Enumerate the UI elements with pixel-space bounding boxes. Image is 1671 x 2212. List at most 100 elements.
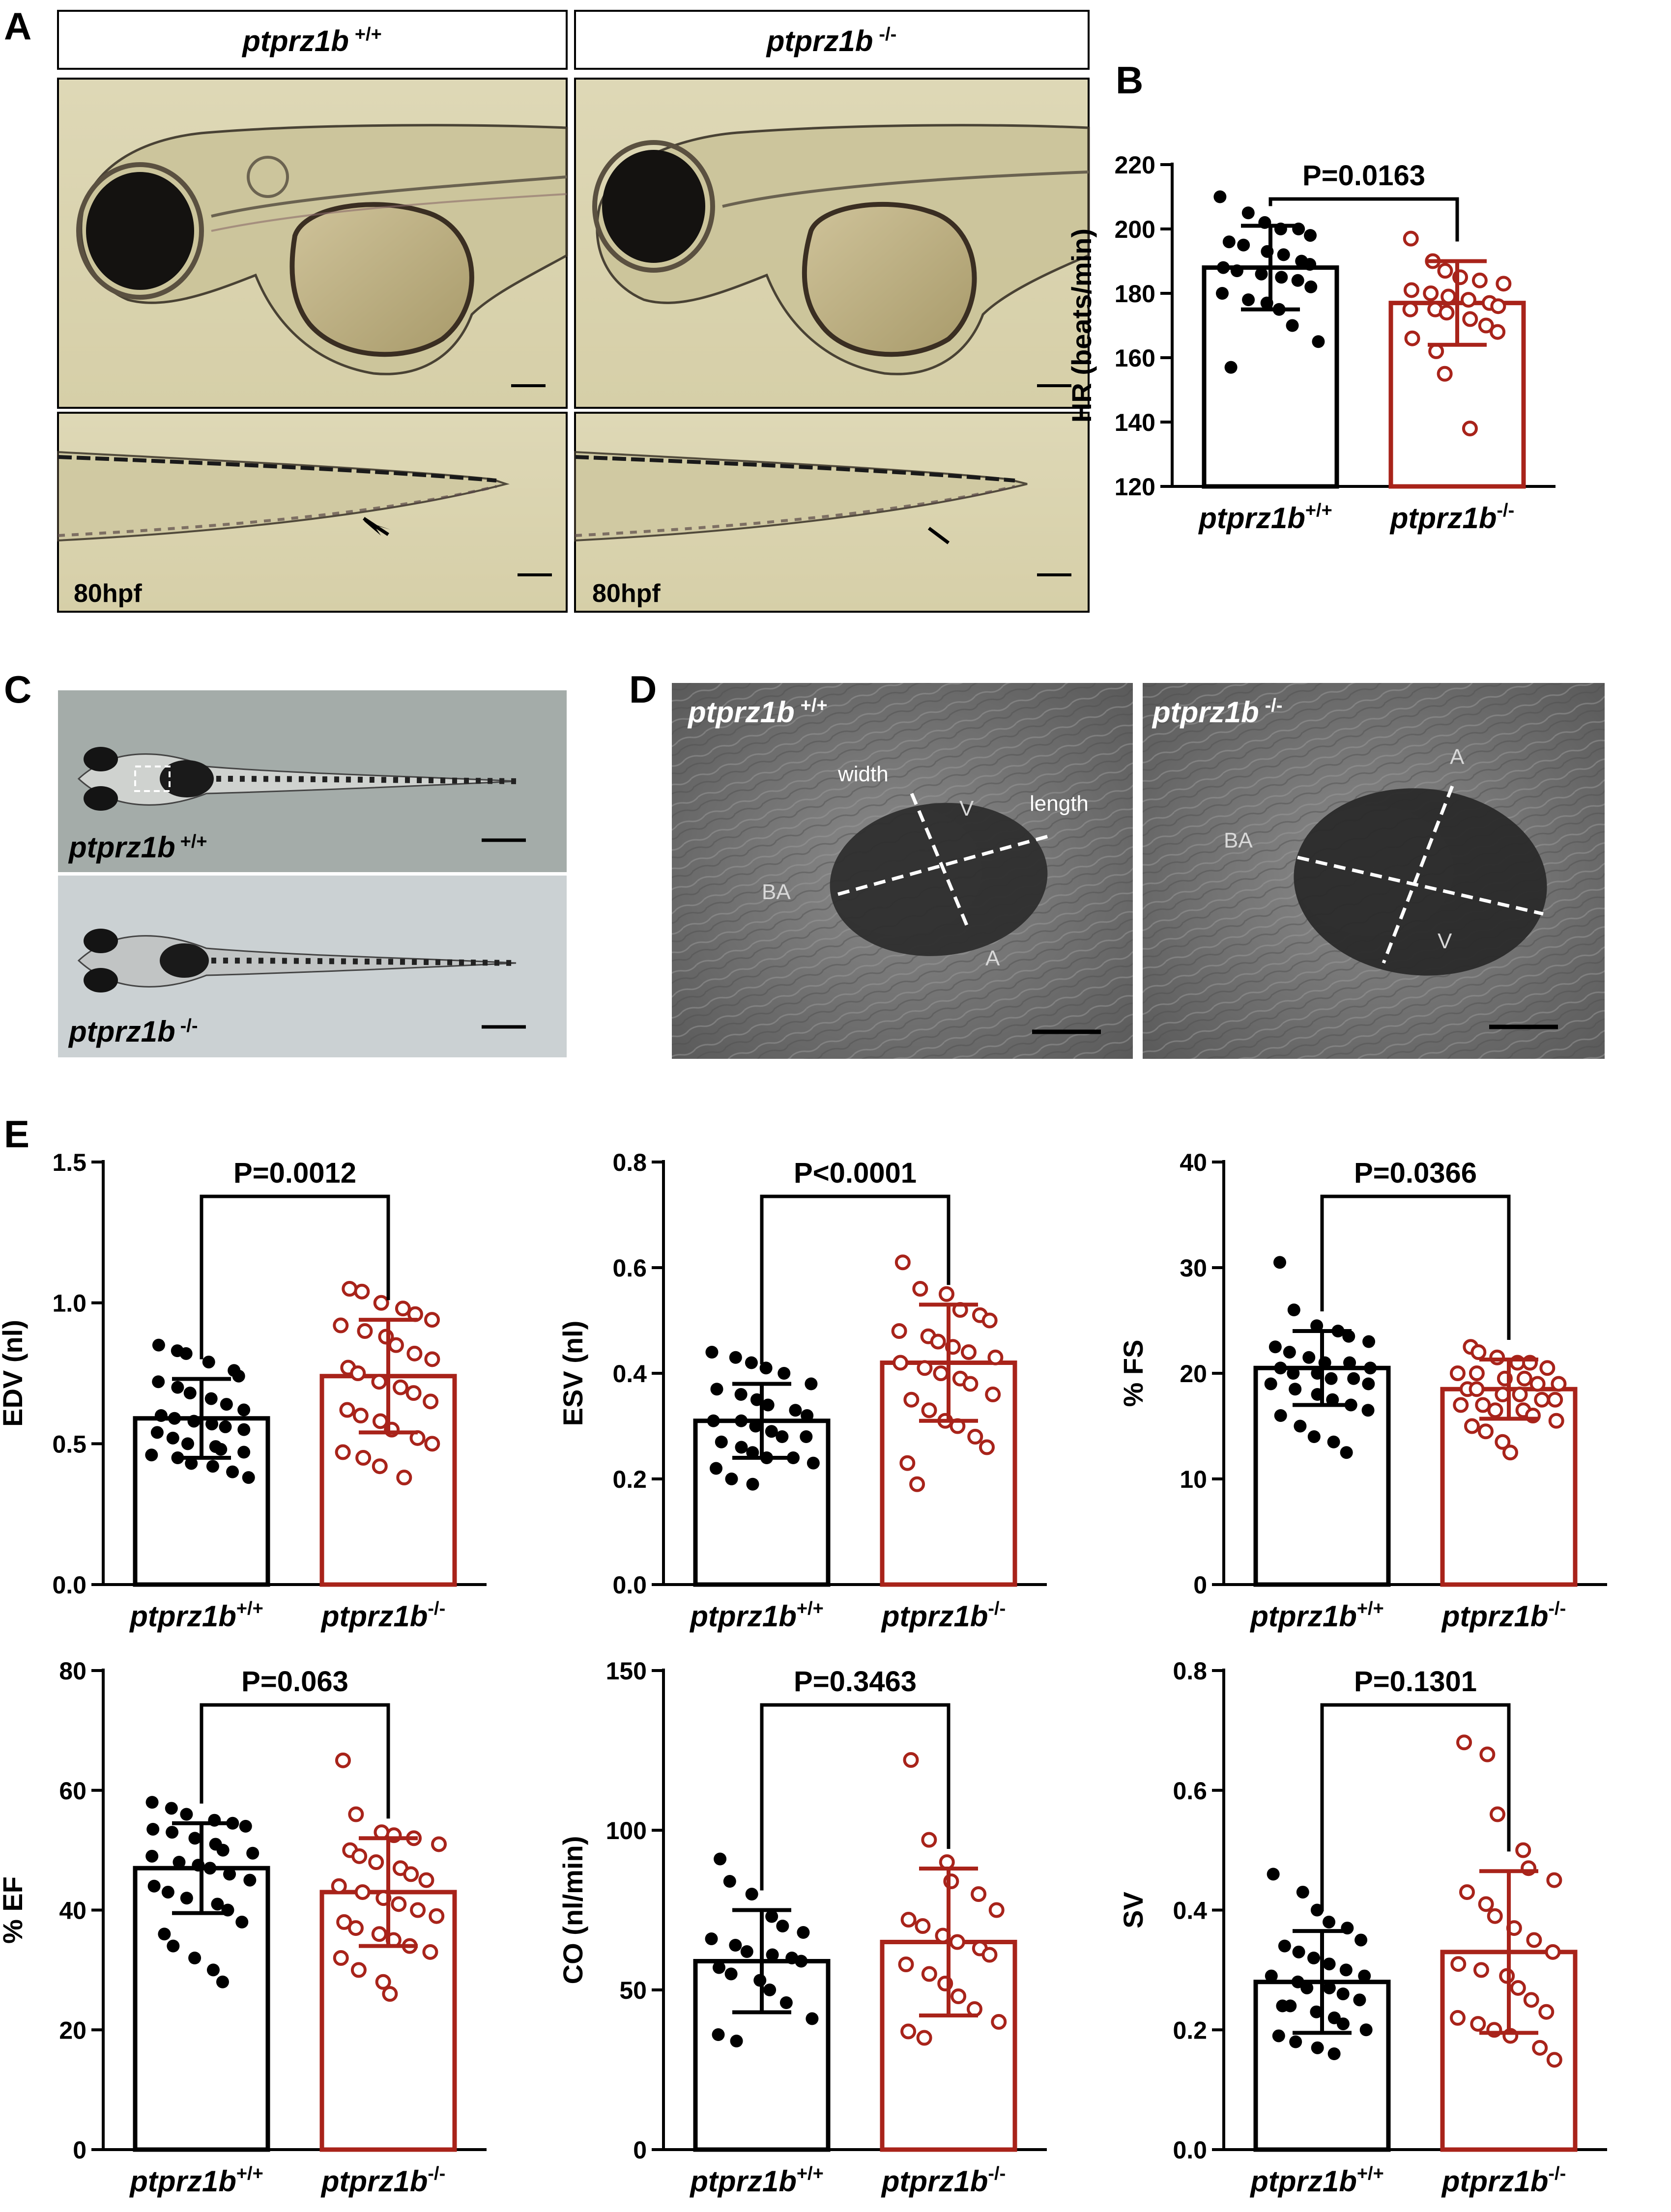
ko-v-label: V — [1438, 929, 1452, 953]
edv-x-tick-name: ptprz1b — [320, 1600, 428, 1633]
sv-point — [1532, 2040, 1548, 2056]
sv-point — [1526, 1932, 1542, 1948]
esv-y-tick-label: 0.2 — [612, 1466, 647, 1493]
co-point — [900, 1912, 917, 1928]
ef-point — [418, 1872, 434, 1888]
ef-point — [216, 1975, 229, 1988]
ef-point — [166, 1826, 179, 1839]
edv-point — [237, 1423, 251, 1436]
fs-p-value: P=0.0366 — [1354, 1157, 1477, 1189]
fs-point — [1464, 1418, 1480, 1434]
edv-x-tick-label: ptprz1b-/- — [320, 1598, 446, 1633]
co-point — [988, 1902, 1005, 1918]
sv-point — [1307, 1952, 1321, 1964]
co-y-label: CO (nl/min) — [557, 1836, 588, 1985]
fs-x-tick-label: ptprz1b+/+ — [1249, 1598, 1384, 1633]
fs-point — [1268, 1340, 1282, 1354]
ef-point — [145, 1849, 159, 1863]
hr-y-label: HR (beats/min) — [1066, 228, 1097, 423]
hr-point — [1478, 317, 1494, 334]
hr-point — [1403, 282, 1419, 298]
sv-point — [1336, 2017, 1350, 2031]
wt-tail-image: 80hpf — [57, 412, 568, 613]
esv-point — [805, 1377, 818, 1390]
fs-point — [1325, 1372, 1338, 1385]
co-point — [949, 1934, 965, 1950]
sv-point — [1267, 1868, 1280, 1881]
co-point — [723, 1875, 736, 1888]
hr-y-tick-label: 180 — [1115, 280, 1155, 308]
edv-point — [333, 1317, 349, 1333]
esv-point — [759, 1361, 773, 1375]
co-significance-bracket — [760, 1703, 951, 1891]
hr-point — [1496, 276, 1512, 292]
ko-tail-image: 80hpf — [574, 412, 1090, 613]
hr-point — [1462, 421, 1478, 437]
esv-point — [894, 1254, 911, 1271]
fs-point — [1548, 1413, 1564, 1429]
ef-point — [235, 1915, 249, 1928]
co-x-tick-sup: -/- — [988, 2163, 1006, 2184]
sv-point — [1359, 2023, 1373, 2037]
ef-point — [331, 1878, 347, 1894]
ko-heart-image: ptprz1b -/- BA A V — [1143, 683, 1605, 1059]
hr-x-tick-sup: +/+ — [1305, 500, 1332, 521]
fs-point — [1529, 1376, 1546, 1392]
co-point — [921, 1832, 937, 1848]
co-x-tick-sup: +/+ — [797, 2163, 824, 2184]
panel-label-e: E — [4, 1112, 29, 1156]
hr-point — [1304, 280, 1318, 293]
ko-stage-label: 80hpf — [592, 579, 661, 608]
ef-x-tick-name: ptprz1b — [320, 2165, 428, 2198]
fs-point — [1470, 1344, 1487, 1360]
sv-point — [1545, 1944, 1561, 1960]
co-point — [900, 2023, 917, 2040]
co-point — [724, 1967, 738, 1981]
esv-point — [985, 1387, 1001, 1402]
fs-point — [1477, 1423, 1494, 1440]
fs-point — [1475, 1397, 1491, 1413]
esv-x-tick-name: ptprz1b — [689, 1600, 797, 1633]
co-y-tick-label: 150 — [606, 1657, 647, 1685]
edv-point — [352, 1408, 369, 1423]
ef-point — [180, 1892, 193, 1905]
fs-point — [1453, 1397, 1469, 1413]
esv-y-tick-label: 0.6 — [612, 1254, 647, 1282]
edv-point — [424, 1351, 440, 1367]
hr-point — [1437, 366, 1453, 382]
edv-point — [396, 1470, 412, 1486]
esv-point — [761, 1398, 775, 1412]
hr-point — [1439, 305, 1455, 321]
co-point — [712, 2028, 725, 2041]
hr-point — [1224, 361, 1238, 374]
sv-point — [1265, 1969, 1278, 1983]
sv-point — [1300, 1981, 1314, 1994]
sv-x-tick-name: ptprz1b — [1441, 2165, 1549, 2198]
esv-point — [729, 1351, 742, 1364]
fs-point — [1274, 1409, 1287, 1422]
ko-ba-label: BA — [1224, 828, 1253, 852]
sv-x-tick-label: ptprz1b-/- — [1441, 2163, 1566, 2198]
hr-point — [1423, 285, 1439, 301]
edv-point — [350, 1365, 366, 1381]
fs-point — [1539, 1360, 1556, 1376]
ef-point — [348, 1806, 364, 1822]
ef-point — [158, 1928, 171, 1941]
esv-point — [909, 1476, 925, 1492]
hr-y-tick-label: 200 — [1115, 216, 1155, 243]
edv-point — [214, 1443, 228, 1456]
wt-width-label: width — [837, 762, 889, 786]
sv-point — [1515, 1842, 1531, 1858]
ef-point — [173, 1856, 186, 1869]
edv-point — [354, 1283, 370, 1300]
fs-point — [1326, 1393, 1339, 1406]
hr-point — [1286, 319, 1299, 332]
ef-point — [431, 1836, 447, 1852]
panel-a: ptprz1b +/+ ptprz1b -/- — [57, 10, 1090, 613]
hr-y-tick-label: 140 — [1115, 409, 1155, 436]
co-point — [951, 1988, 967, 2004]
ef-x-tick-name: ptprz1b — [129, 2165, 236, 2198]
co-point — [915, 1918, 931, 1934]
fs-point — [1287, 1304, 1300, 1316]
edv-point — [204, 1392, 218, 1405]
